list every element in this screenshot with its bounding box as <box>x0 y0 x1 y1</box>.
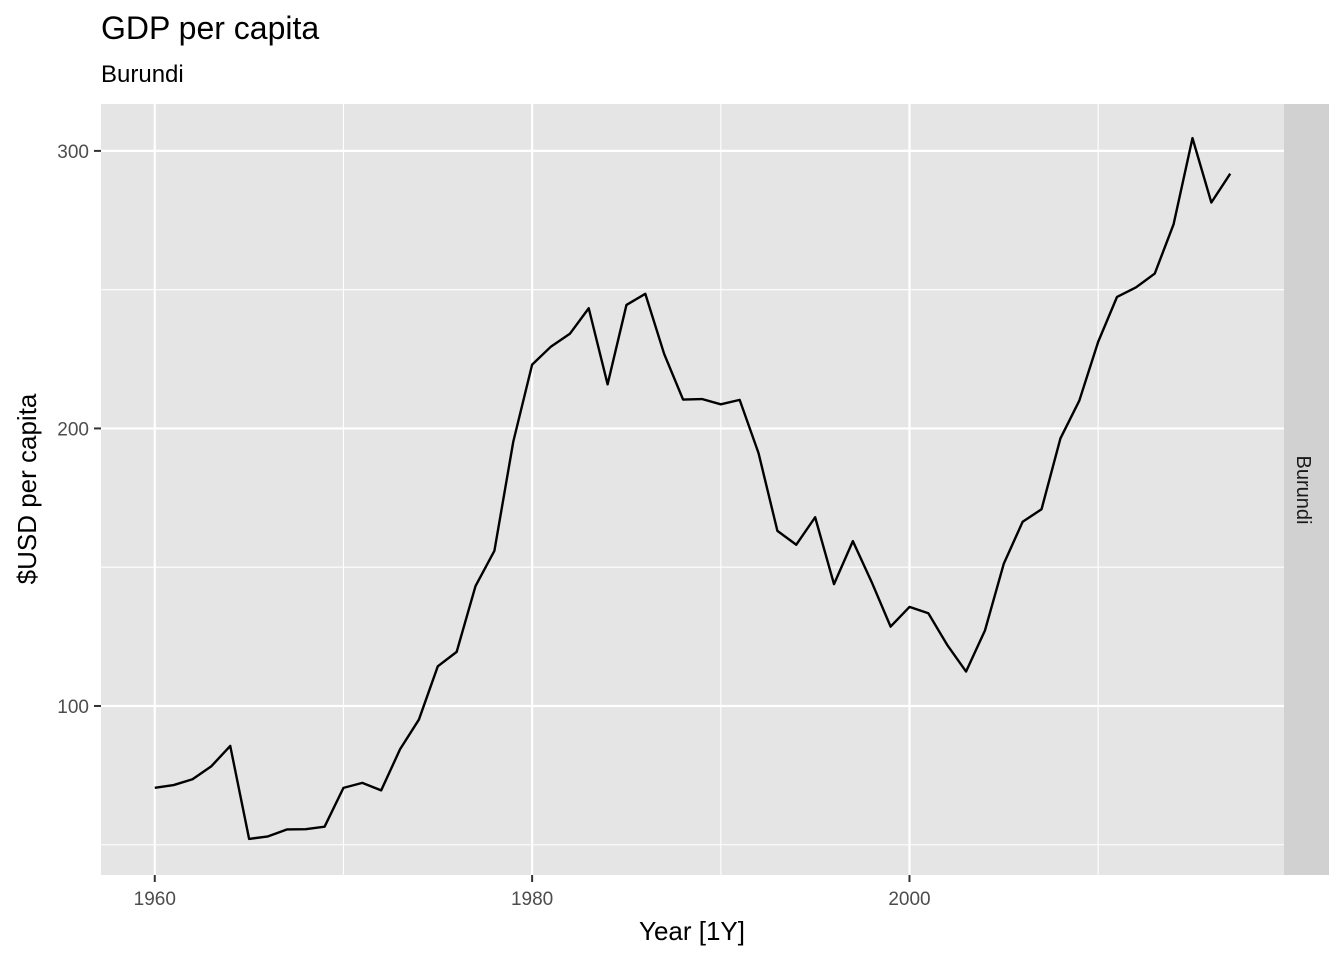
x-tick-label: 1960 <box>134 889 176 910</box>
y-tick-label: 300 <box>57 142 89 163</box>
minor-gridlines <box>101 104 1284 875</box>
major-gridlines <box>101 104 1284 875</box>
y-axis: 100 200 300 <box>57 142 101 718</box>
y-tick-label: 100 <box>57 697 89 718</box>
facet-strip-label: Burundi <box>1292 456 1314 525</box>
y-axis-title: $USD per capita <box>12 393 42 584</box>
chart-title: GDP per capita <box>101 10 319 46</box>
x-tick-label: 1980 <box>511 889 553 910</box>
plot-panel <box>101 104 1284 875</box>
chart-subtitle: Burundi <box>101 61 184 88</box>
x-tick-label: 2000 <box>888 889 930 910</box>
x-axis-title: Year [1Y] <box>639 916 745 946</box>
series-line-burundi <box>154 136 1232 841</box>
facet-strip <box>1284 104 1329 875</box>
x-axis: 1960 1980 2000 <box>134 875 931 910</box>
y-tick-label: 200 <box>57 419 89 440</box>
data-points <box>154 138 1231 839</box>
